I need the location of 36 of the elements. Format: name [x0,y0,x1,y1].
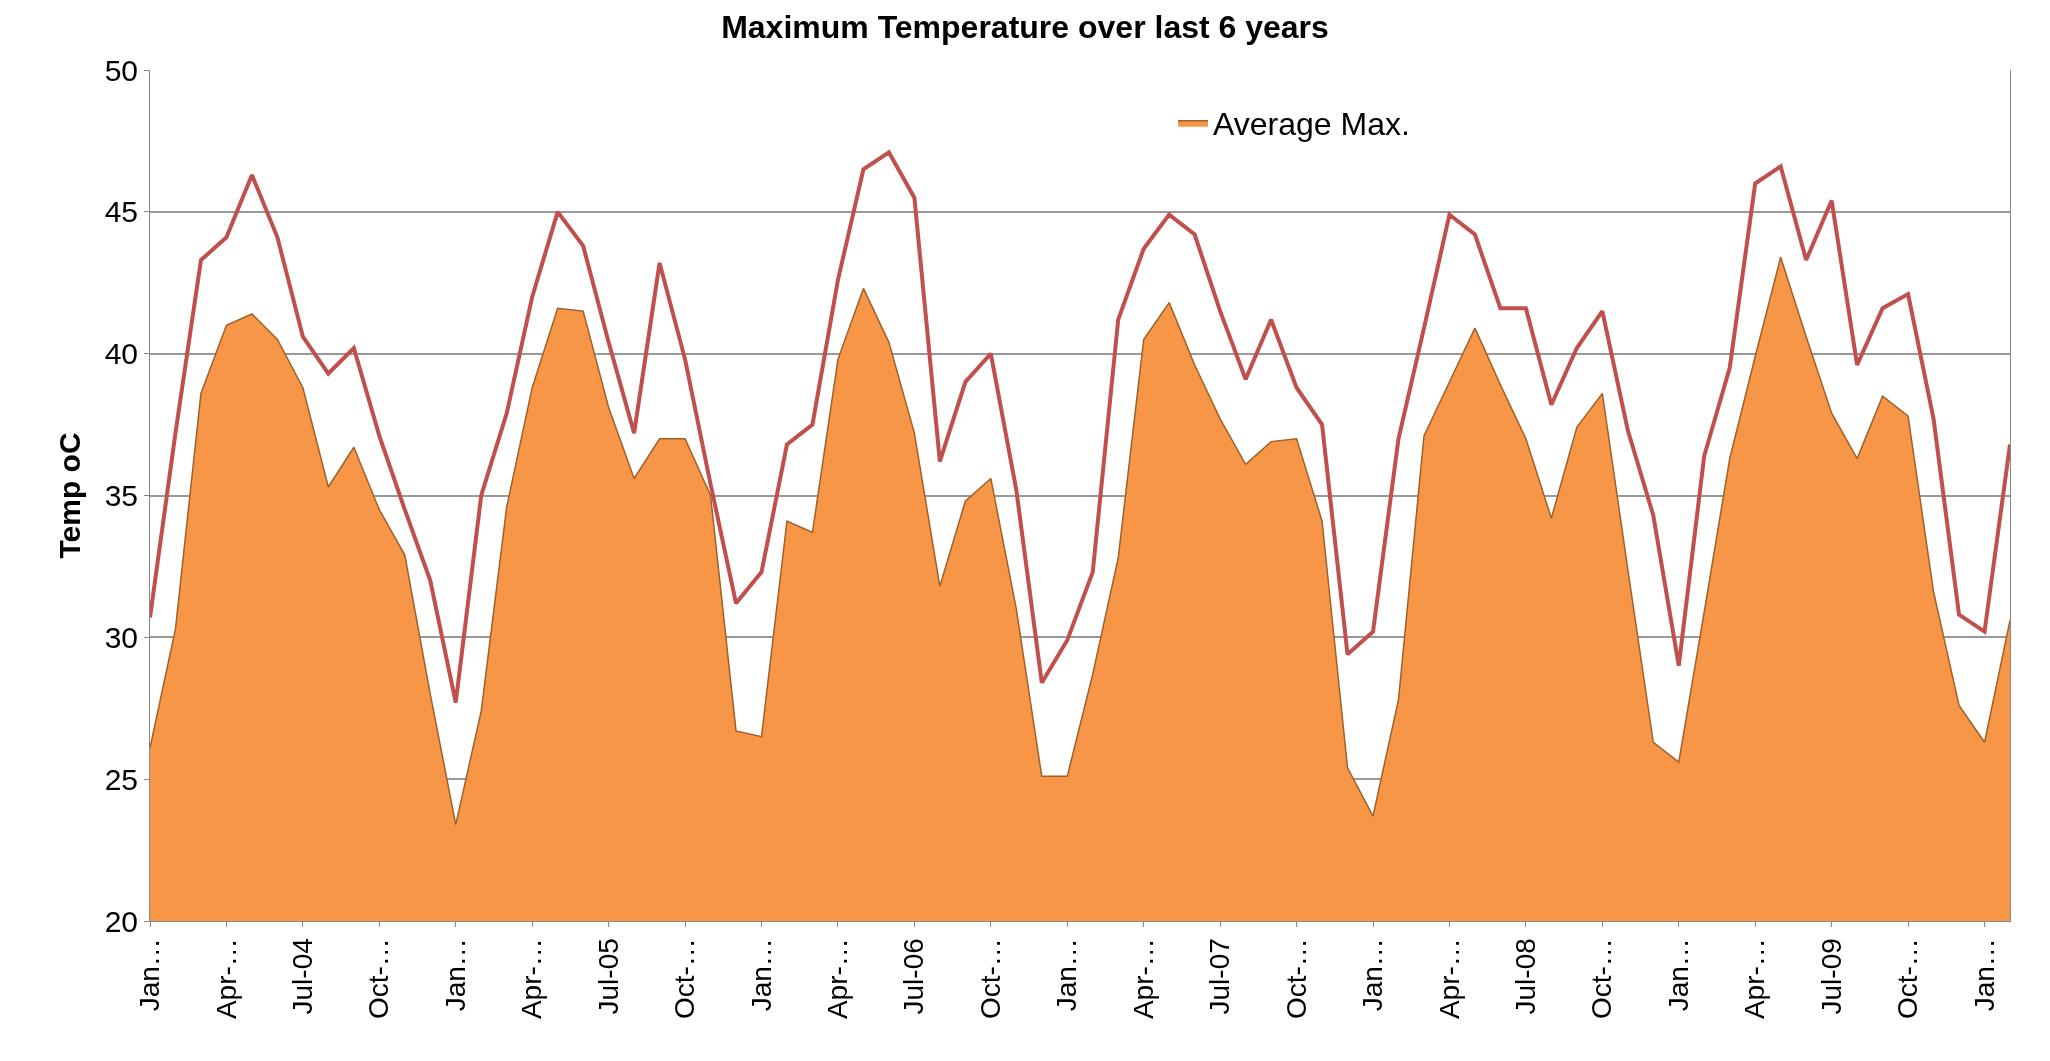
x-tick-label: Jul-07 [1204,938,1236,1015]
y-tick-label: 40 [104,337,138,371]
chart-title: Maximum Temperature over last 6 years [721,9,1329,46]
y-tick-label: 35 [104,479,138,512]
x-tick-label: Oct-… [1586,938,1618,1020]
x-tick-label: Apr-… [516,938,548,1020]
x-tick-label: Jul-04 [286,938,318,1015]
x-tick-label: Apr-… [1127,938,1159,1020]
x-tick-label: Oct-… [974,938,1006,1020]
x-tick-label: Oct-… [1892,938,1924,1020]
x-tick-label: Jan… [745,938,777,1012]
x-tick-label: Jul-06 [898,938,930,1015]
legend-label: Average Max. [1213,106,1410,143]
x-tick-label: Jan… [1662,938,1694,1012]
x-tick-label: Apr-… [1433,938,1465,1020]
y-tick-label: 30 [104,620,138,654]
x-tick-label: Jan… [1051,938,1083,1012]
y-tick-label: 25 [104,762,138,796]
x-tick-label: Oct-… [1280,938,1312,1020]
y-tick-label: 20 [104,904,138,938]
x-tick-label: Jan… [134,938,166,1012]
y-axis-title: Temp oC [52,432,86,559]
x-tick-label: Jan… [439,938,471,1012]
x-tick-label: Jul-08 [1509,938,1541,1015]
x-tick-label: Jul-09 [1815,938,1847,1015]
x-tick-label: Apr-… [822,938,854,1020]
x-tick-label: Apr-… [1739,938,1771,1020]
x-tick-label: Oct-… [669,938,701,1020]
x-tick-label: Jan… [1357,938,1389,1012]
x-tick-label: Apr-… [210,938,242,1020]
x-tick-label: Jul-05 [592,938,624,1015]
y-tick-label: 50 [104,53,138,87]
x-tick-label: Jan… [1968,938,2000,1012]
line-series [150,150,2010,705]
y-tick-label: 45 [104,195,138,229]
x-tick-label: Oct-… [363,938,395,1020]
